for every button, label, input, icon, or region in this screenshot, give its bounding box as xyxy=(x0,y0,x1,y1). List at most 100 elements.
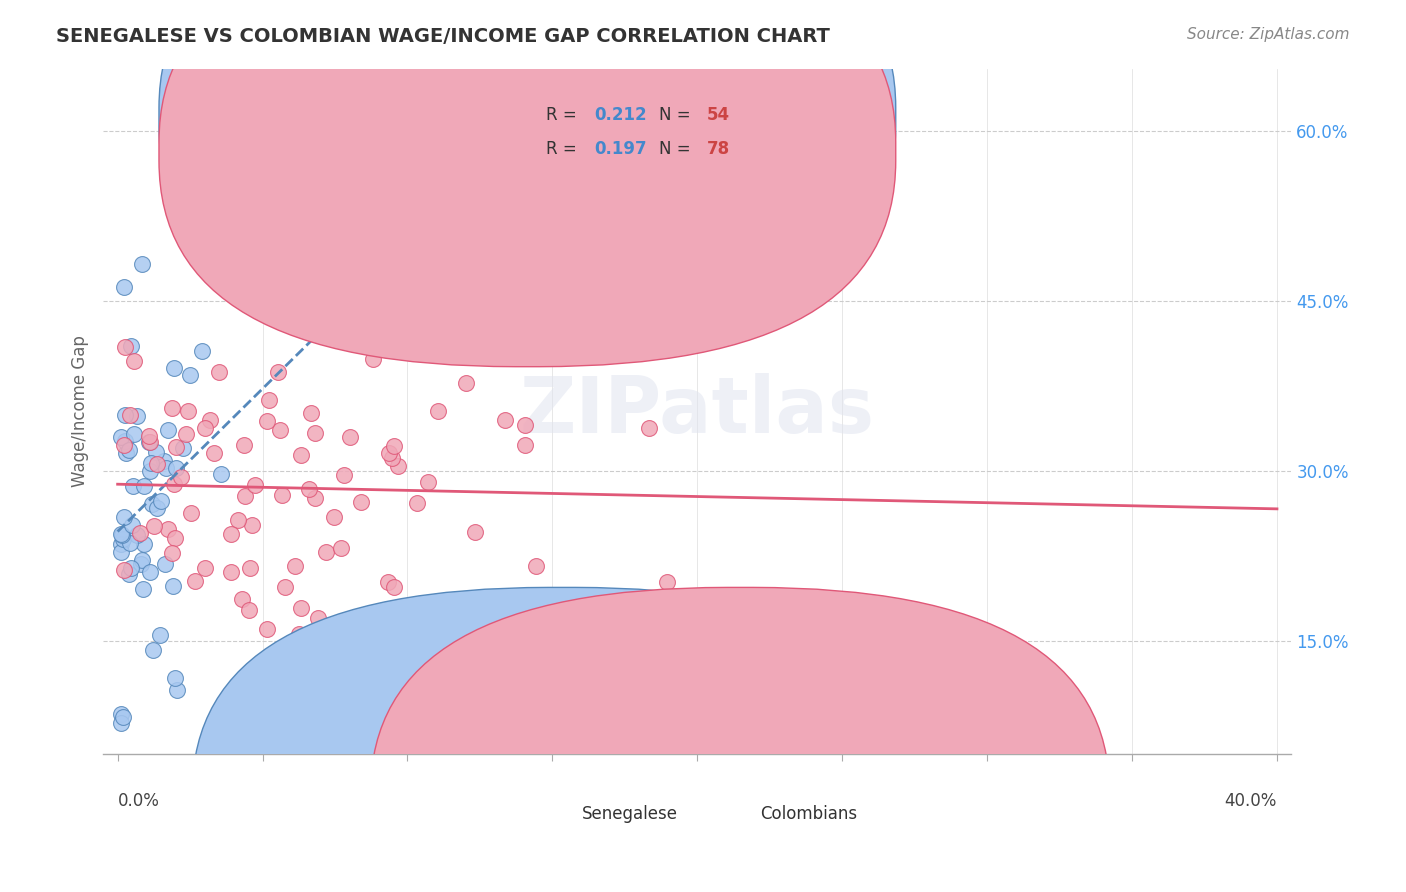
Point xyxy=(287,627,309,641)
Point xyxy=(114,340,136,354)
Point xyxy=(377,574,399,589)
Point xyxy=(129,558,152,572)
Point xyxy=(304,425,326,440)
Point xyxy=(122,353,145,368)
Point xyxy=(165,671,187,685)
FancyBboxPatch shape xyxy=(371,588,1109,892)
Point xyxy=(139,455,162,469)
Point xyxy=(145,444,167,458)
Point xyxy=(134,479,156,493)
Point xyxy=(256,414,278,428)
Point xyxy=(339,430,361,444)
Point xyxy=(231,591,253,606)
Point xyxy=(114,438,136,452)
Point xyxy=(290,600,312,615)
Point xyxy=(138,429,160,443)
Point xyxy=(332,467,354,482)
Point xyxy=(142,643,165,657)
Point xyxy=(208,365,231,379)
Point xyxy=(179,368,201,382)
Point xyxy=(297,482,319,496)
Text: ZIPatlas: ZIPatlas xyxy=(520,373,875,450)
Point xyxy=(120,409,142,423)
Point xyxy=(239,560,262,574)
Point xyxy=(238,603,260,617)
Point xyxy=(125,409,148,423)
Point xyxy=(145,500,167,515)
Point xyxy=(655,574,678,589)
Text: 0.197: 0.197 xyxy=(593,141,647,159)
Point xyxy=(269,423,291,437)
Point xyxy=(110,706,132,721)
Point xyxy=(112,710,135,724)
Point xyxy=(131,553,153,567)
Point xyxy=(456,376,478,390)
Point xyxy=(464,524,486,539)
Point xyxy=(274,580,297,594)
Point xyxy=(149,493,172,508)
Point xyxy=(118,566,141,581)
Point xyxy=(219,565,242,579)
Point xyxy=(494,413,516,427)
Point xyxy=(120,339,142,353)
Point xyxy=(174,427,197,442)
Point xyxy=(139,434,162,449)
Point xyxy=(162,579,184,593)
Point xyxy=(111,527,134,541)
Point xyxy=(131,582,153,596)
Point xyxy=(194,561,217,575)
Point xyxy=(153,557,176,571)
Point xyxy=(427,403,450,417)
Point xyxy=(163,477,186,491)
Point xyxy=(165,440,187,454)
Point xyxy=(162,546,184,560)
Point xyxy=(307,610,329,624)
Point xyxy=(184,574,207,589)
Point xyxy=(256,622,278,636)
Text: R =: R = xyxy=(547,141,582,159)
Point xyxy=(304,491,326,505)
FancyBboxPatch shape xyxy=(159,0,896,367)
Point xyxy=(118,443,141,458)
Point xyxy=(350,494,373,508)
Point xyxy=(384,440,406,454)
Point xyxy=(120,560,142,574)
Point xyxy=(180,506,202,520)
Point xyxy=(513,418,536,433)
Point xyxy=(166,683,188,698)
Point xyxy=(172,441,194,455)
Point xyxy=(110,537,132,551)
Point xyxy=(202,446,225,460)
Point xyxy=(299,406,322,420)
Point xyxy=(132,537,155,551)
Point xyxy=(156,523,179,537)
Point xyxy=(118,536,141,550)
Point xyxy=(187,254,209,268)
FancyBboxPatch shape xyxy=(193,588,931,892)
Point xyxy=(389,336,412,351)
Text: 0.0%: 0.0% xyxy=(118,792,159,810)
Point xyxy=(267,365,290,379)
Point xyxy=(112,563,135,577)
Point xyxy=(114,408,136,422)
Point xyxy=(329,541,352,555)
Text: Senegalese: Senegalese xyxy=(582,805,678,823)
Text: Source: ZipAtlas.com: Source: ZipAtlas.com xyxy=(1187,27,1350,42)
Text: R =: R = xyxy=(547,106,582,124)
Point xyxy=(112,510,135,524)
Point xyxy=(361,352,384,367)
Point xyxy=(243,478,266,492)
Point xyxy=(177,403,200,417)
Point xyxy=(240,517,263,532)
Text: 0.212: 0.212 xyxy=(593,106,647,124)
Point xyxy=(111,532,134,546)
Point xyxy=(112,280,135,294)
Point xyxy=(115,446,138,460)
Text: SENEGALESE VS COLOMBIAN WAGE/INCOME GAP CORRELATION CHART: SENEGALESE VS COLOMBIAN WAGE/INCOME GAP … xyxy=(56,27,830,45)
FancyBboxPatch shape xyxy=(495,78,823,178)
Point xyxy=(170,470,193,484)
Point xyxy=(114,434,136,448)
Point xyxy=(387,458,409,473)
Point xyxy=(110,430,132,444)
Point xyxy=(122,478,145,492)
